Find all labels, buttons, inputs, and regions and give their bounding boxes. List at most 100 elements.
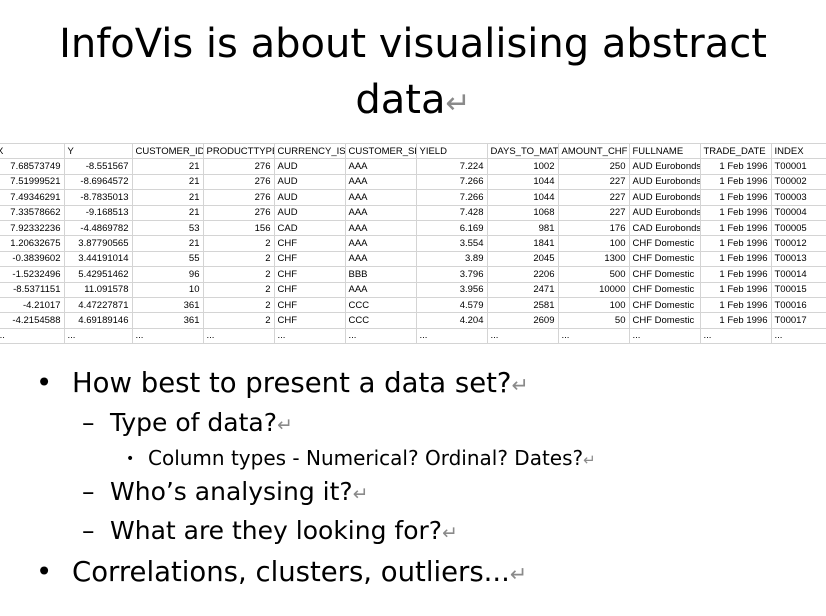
table-cell: CHF: [274, 251, 346, 268]
table-cell: 276: [203, 158, 275, 175]
table-cell: 3.796: [416, 266, 488, 283]
table-row: 7.49346291 -8.7835013 21 276 AUD AAA 7.266 1044…: [0, 189, 826, 206]
table-cell: 96: [132, 266, 204, 283]
table-cell: 11.091578: [64, 282, 133, 298]
table-cell: 361: [132, 312, 204, 329]
table-cell: 3.87790565: [64, 235, 133, 252]
table-cell: T00012: [771, 235, 826, 252]
table-cell: 1 Feb 1996: [700, 189, 772, 206]
table-cell: 7.92332236: [0, 220, 65, 237]
column-header: INDEX: [771, 142, 826, 160]
table-cell: 3.89: [416, 251, 488, 268]
table-cell: 2045: [487, 251, 559, 268]
sub-bullet-text: Type of data?: [110, 408, 277, 437]
table-cell: ...: [416, 328, 488, 345]
table-cell: 227: [558, 189, 630, 206]
bullet-item: • Correlations, clusters, outliers...↵: [36, 555, 527, 591]
table-cell: 7.266: [416, 189, 488, 206]
column-header: Y: [64, 142, 133, 160]
table-cell: CAD Eurobonds: [629, 220, 701, 237]
table-cell: 227: [558, 174, 630, 191]
table-cell: AAA: [345, 251, 417, 268]
table-cell: 1300: [558, 251, 630, 268]
table-row: 7.51999521 -8.6964572 21 276 AUD AAA 7.266 1044…: [0, 174, 826, 191]
table-cell: -8.6964572: [64, 174, 133, 191]
column-header: YIELD: [416, 142, 488, 160]
table-cell: -8.7835013: [64, 189, 133, 206]
column-header: CUSTOMER_SI: [345, 142, 417, 160]
table-cell: 1002: [487, 158, 559, 175]
table-cell: 100: [558, 235, 630, 252]
table-cell: 1 Feb 1996: [700, 297, 772, 314]
table-cell: 1068: [487, 205, 559, 221]
table-cell: 1 Feb 1996: [700, 312, 772, 329]
bullet-text: How best to present a data set?: [72, 367, 512, 399]
table-cell: AAA: [345, 235, 417, 252]
table-cell: AUD: [274, 158, 346, 175]
table-cell: 1044: [487, 174, 559, 191]
table-cell: ...: [345, 328, 417, 345]
table-cell: AAA: [345, 189, 417, 206]
table-cell: AUD: [274, 174, 346, 191]
table-cell: CHF: [274, 266, 346, 283]
table-cell: 5.42951462: [64, 266, 133, 283]
table-cell: CAD: [274, 220, 346, 237]
table-cell: 2609: [487, 312, 559, 329]
column-header: TRADE_DATE: [700, 142, 772, 160]
table-cell: -1.5232496: [0, 266, 65, 283]
table-cell: ...: [771, 328, 826, 345]
table-cell: AAA: [345, 282, 417, 298]
table-cell: 4.47227871: [64, 297, 133, 314]
sub-bullet-item: – Type of data?↵: [82, 407, 293, 442]
dash-icon: –: [82, 408, 95, 437]
table-header-row: XYCUSTOMER_IDPRODUCTTYPECURRENCY_ISCUSTO…: [0, 142, 826, 160]
return-icon: ↵: [277, 415, 293, 436]
table-cell: 1 Feb 1996: [700, 158, 772, 175]
table-cell: -0.3839602: [0, 251, 65, 268]
table-cell: T00017: [771, 312, 826, 329]
table-cell: 7.428: [416, 205, 488, 221]
table-cell: CHF: [274, 297, 346, 314]
return-icon: ↵: [511, 373, 529, 397]
table-cell: 2: [203, 297, 275, 314]
table-cell: ...: [558, 328, 630, 345]
table-cell: 1.20632675: [0, 235, 65, 252]
table-cell: 1 Feb 1996: [700, 174, 772, 191]
table-cell: 3.44191014: [64, 251, 133, 268]
table-cell: 55: [132, 251, 204, 268]
table-cell: T00016: [771, 297, 826, 314]
table-cell: 7.68573749: [0, 158, 65, 175]
table-cell: 1 Feb 1996: [700, 235, 772, 252]
table-cell: CHF Domestic: [629, 282, 701, 298]
table-cell: 6.169: [416, 220, 488, 237]
table-cell: 2471: [487, 282, 559, 298]
table-cell: 2: [203, 312, 275, 329]
table-cell: -4.2154588: [0, 312, 65, 329]
sub-sub-bullet-text: Column types - Numerical? Ordinal? Dates…: [148, 446, 584, 470]
table-cell: 50: [558, 312, 630, 329]
table-cell: CHF Domestic: [629, 297, 701, 314]
table-cell: 276: [203, 189, 275, 206]
table-row: 7.68573749 -8.551567 21 276 AUD AAA 7.224 1002 2…: [0, 158, 826, 175]
table-cell: AUD: [274, 189, 346, 206]
table-row: -0.3839602 3.44191014 55 2 CHF AAA 3.89 2045 130…: [0, 251, 826, 268]
table-cell: 4.204: [416, 312, 488, 329]
table-cell: 1 Feb 1996: [700, 220, 772, 237]
table-cell: 21: [132, 174, 204, 191]
table-cell: 7.51999521: [0, 174, 65, 191]
table-cell: CCC: [345, 312, 417, 329]
bullet-icon: •: [36, 556, 53, 588]
table-cell: 1 Feb 1996: [700, 205, 772, 221]
table-row: -4.21017 4.47227871 361 2 CHF CCC 4.579 2581 100…: [0, 297, 826, 314]
table-row: 7.92332236 -4.4869782 53 156 CAD AAA 6.169 981 1…: [0, 220, 826, 237]
table-cell: ...: [487, 328, 559, 345]
table-cell: 500: [558, 266, 630, 283]
table-cell: ...: [203, 328, 275, 345]
table-cell: -8.5371151: [0, 282, 65, 298]
column-header: X: [0, 142, 65, 160]
table-cell: 1044: [487, 189, 559, 206]
table-cell: 3.956: [416, 282, 488, 298]
table-cell: 10: [132, 282, 204, 298]
table-cell: AAA: [345, 220, 417, 237]
bullet-icon: •: [126, 451, 135, 467]
